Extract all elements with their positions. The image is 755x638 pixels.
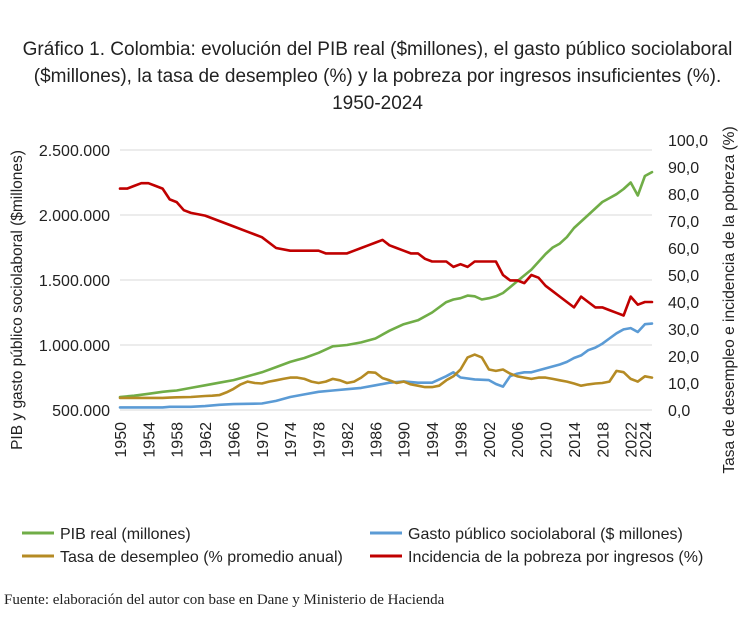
x-tick-label: 1958 xyxy=(170,422,187,458)
series-line-2 xyxy=(118,322,654,409)
y-tick-label-right: 90,0 xyxy=(668,160,699,177)
y-tick-label-left: 2.500.000 xyxy=(39,143,110,160)
y-tick-label-right: 50,0 xyxy=(668,268,699,285)
y-tick-label-right: 20,0 xyxy=(668,349,699,366)
source-note: Fuente: elaboración del autor con base e… xyxy=(4,592,445,608)
x-tick-label: 1962 xyxy=(198,422,215,458)
x-tick-label: 1954 xyxy=(141,422,158,458)
x-tick-label: 1994 xyxy=(425,422,442,458)
y-axis-label-right: Tasa de desempleo e incidencia de la pob… xyxy=(721,126,738,473)
x-tick-label: 2022 xyxy=(624,422,641,458)
y-tick-label-right: 30,0 xyxy=(668,322,699,339)
series-layer xyxy=(118,170,654,409)
right-axis-ticks: 0,0 10,0 20,0 30,0 40,0 50,0 60,0 70,0 80,0 90,0 1… xyxy=(668,133,708,420)
chart-title: Gráfico 1. Colombia: evolución del PIB r… xyxy=(22,39,733,114)
x-tick-label: 2018 xyxy=(595,422,612,458)
x-tick-label: 2014 xyxy=(567,422,584,458)
x-tick-label: 2002 xyxy=(482,422,499,458)
x-tick-label: 2006 xyxy=(510,422,527,458)
y-tick-label-left: 2.000.000 xyxy=(39,208,110,225)
y-tick-label-right: 60,0 xyxy=(668,241,699,258)
y-axis-label-left: PIB y gasto público sociolaboral ($millo… xyxy=(9,150,26,450)
y-tick-label-right: 0,0 xyxy=(668,403,690,420)
x-tick-label: 1986 xyxy=(368,422,385,458)
series-line-1 xyxy=(118,170,654,399)
legend-label: PIB real (millones) xyxy=(60,526,191,543)
x-tick-label: 2010 xyxy=(539,422,556,458)
x-tick-label: 1950 xyxy=(113,422,130,458)
x-tick-label: 1970 xyxy=(255,422,272,458)
legend: PIB real (millones) Gasto público sociola… xyxy=(22,526,703,566)
x-tick-label: 1998 xyxy=(453,422,470,458)
x-tick-label: 1966 xyxy=(226,422,243,458)
x-axis-ticks: 1950 1954 1958 1962 1966 1970 1974 1978 1982 1986… xyxy=(113,422,655,458)
legend-label: Tasa de desempleo (% promedio anual) xyxy=(60,549,343,566)
y-tick-label-left: 1.500.000 xyxy=(39,273,110,290)
left-axis-ticks: 500.000 1.000.000 1.500.000 2.000.000 2.500.… xyxy=(39,143,110,420)
legend-label: Gasto público sociolaboral ($ millones) xyxy=(408,526,683,543)
x-tick-label: 1982 xyxy=(340,422,357,458)
y-tick-label-right: 70,0 xyxy=(668,214,699,231)
x-tick-label: 1990 xyxy=(397,422,414,458)
legend-label: Incidencia de la pobreza por ingresos (%… xyxy=(408,549,703,566)
y-tick-label-right: 100,0 xyxy=(668,133,708,150)
y-tick-label-right: 10,0 xyxy=(668,376,699,393)
y-tick-label-right: 40,0 xyxy=(668,295,699,312)
series-line-4 xyxy=(118,181,654,317)
series-line-3 xyxy=(118,353,654,400)
x-tick-label: 1978 xyxy=(312,422,329,458)
grid-layer xyxy=(120,149,652,411)
y-tick-label-left: 1.000.000 xyxy=(39,338,110,355)
y-tick-label-right: 80,0 xyxy=(668,187,699,204)
x-tick-label: 1974 xyxy=(283,422,300,458)
y-tick-label-left: 500.000 xyxy=(52,403,110,420)
x-tick-label: 2024 xyxy=(638,422,655,458)
